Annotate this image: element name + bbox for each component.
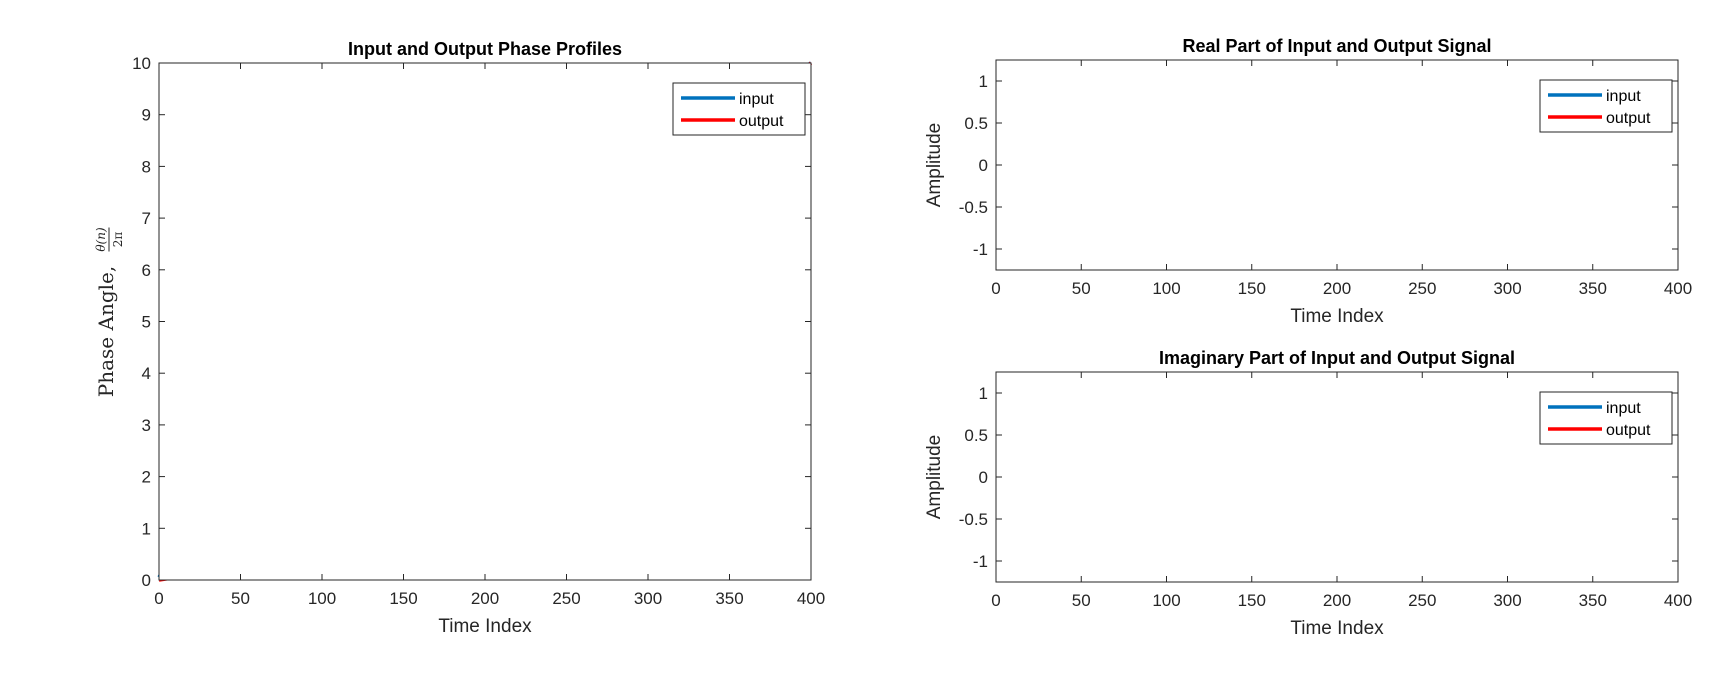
legend-label-output: output bbox=[1606, 110, 1651, 127]
x-tick-label: 350 bbox=[715, 589, 743, 608]
legend-label-input: input bbox=[1606, 88, 1641, 105]
x-tick-label: 200 bbox=[471, 589, 499, 608]
imag-chart-title: Imaginary Part of Input and Output Signa… bbox=[1159, 348, 1515, 368]
legend-label-output: output bbox=[1606, 422, 1651, 439]
legend-label-input: input bbox=[739, 91, 774, 108]
y-tick-label: 0.5 bbox=[964, 426, 988, 445]
real-chart-y-axis-label: Amplitude bbox=[924, 123, 945, 208]
phase-chart-legend: input output bbox=[672, 82, 806, 136]
x-tick-label: 0 bbox=[154, 589, 163, 608]
x-tick-label: 400 bbox=[1664, 279, 1692, 298]
real-chart-title: Real Part of Input and Output Signal bbox=[1183, 36, 1492, 56]
x-tick-label: 350 bbox=[1579, 591, 1607, 610]
legend-label-output: output bbox=[739, 113, 784, 130]
x-tick-label: 50 bbox=[1072, 591, 1091, 610]
x-tick-label: 50 bbox=[231, 589, 250, 608]
x-tick-label: 100 bbox=[308, 589, 336, 608]
y-tick-label: 0 bbox=[142, 571, 151, 590]
phase-chart-y-axis-label: Phase Angle, θ(n) 2π bbox=[94, 227, 125, 397]
x-tick-label: 400 bbox=[797, 589, 825, 608]
x-tick-label: 350 bbox=[1579, 279, 1607, 298]
y-tick-label: 4 bbox=[142, 364, 151, 383]
y-tick-label: -1 bbox=[973, 552, 988, 571]
x-tick-label: 250 bbox=[552, 589, 580, 608]
y-tick-label: 8 bbox=[142, 157, 151, 176]
y-tick-label: 0.5 bbox=[964, 114, 988, 133]
real-chart-x-axis-label: Time Index bbox=[1290, 306, 1384, 327]
y-tick-label: -1 bbox=[973, 240, 988, 259]
y-tick-label: 6 bbox=[142, 261, 151, 280]
legend-box bbox=[672, 82, 806, 136]
y-tick-label: 1 bbox=[142, 519, 151, 538]
real-chart-axes: 0 50 100 150 200 250 300 350 400 -1 -0.5 0 0.5 1 Real … bbox=[924, 36, 1692, 327]
imag-chart-y-axis-label: Amplitude bbox=[924, 435, 945, 520]
x-tick-label: 200 bbox=[1323, 279, 1351, 298]
legend-box bbox=[1539, 79, 1673, 133]
x-tick-label: 150 bbox=[1238, 279, 1266, 298]
x-tick-label: 150 bbox=[1238, 591, 1266, 610]
y-tick-label: 9 bbox=[142, 106, 151, 125]
x-tick-label: 300 bbox=[1493, 279, 1521, 298]
y-tick-label: 0 bbox=[979, 156, 988, 175]
imag-chart-legend: input output bbox=[1539, 391, 1673, 445]
x-tick-label: 200 bbox=[1323, 591, 1351, 610]
phase-chart-axes: 0 50 100 150 200 250 300 350 400 0 1 2 3 4 5 6 7 8 9 10 Inpu… bbox=[94, 39, 825, 637]
imag-chart-axes: 0 50 100 150 200 250 300 350 400 -1 -0.5 0 0.5 1 Imagi… bbox=[924, 348, 1692, 639]
y-tick-label: 1 bbox=[979, 384, 988, 403]
y-tick-label: 5 bbox=[142, 313, 151, 332]
legend-label-input: input bbox=[1606, 400, 1641, 417]
x-tick-label: 300 bbox=[634, 589, 662, 608]
x-tick-label: 100 bbox=[1152, 591, 1180, 610]
y-tick-label: 3 bbox=[142, 416, 151, 435]
x-tick-label: 50 bbox=[1072, 279, 1091, 298]
y-axis-label-numerator: θ(n) bbox=[94, 227, 108, 252]
x-tick-label: 250 bbox=[1408, 279, 1436, 298]
x-tick-label: 250 bbox=[1408, 591, 1436, 610]
y-tick-label: 7 bbox=[142, 209, 151, 228]
x-tick-label: 0 bbox=[991, 591, 1000, 610]
x-tick-label: 400 bbox=[1664, 591, 1692, 610]
real-chart-legend: input output bbox=[1539, 79, 1673, 133]
phase-chart-title: Input and Output Phase Profiles bbox=[348, 39, 622, 59]
y-tick-label: 0 bbox=[979, 468, 988, 487]
imag-chart-x-axis-label: Time Index bbox=[1290, 618, 1384, 639]
y-tick-label: 2 bbox=[142, 468, 151, 487]
y-tick-label: -0.5 bbox=[959, 198, 988, 217]
x-tick-label: 100 bbox=[1152, 279, 1180, 298]
x-tick-label: 0 bbox=[991, 279, 1000, 298]
x-tick-label: 150 bbox=[389, 589, 417, 608]
y-tick-label: -0.5 bbox=[959, 510, 988, 529]
y-tick-label: 1 bbox=[979, 72, 988, 91]
y-tick-label: 10 bbox=[132, 54, 151, 73]
phase-chart-axis-frame bbox=[158, 62, 812, 581]
legend-box bbox=[1539, 391, 1673, 445]
y-axis-label-text: Phase Angle, bbox=[94, 266, 118, 397]
x-tick-label: 300 bbox=[1493, 591, 1521, 610]
y-axis-label-denominator: 2π bbox=[111, 232, 125, 248]
phase-chart-x-axis-label: Time Index bbox=[438, 616, 532, 637]
